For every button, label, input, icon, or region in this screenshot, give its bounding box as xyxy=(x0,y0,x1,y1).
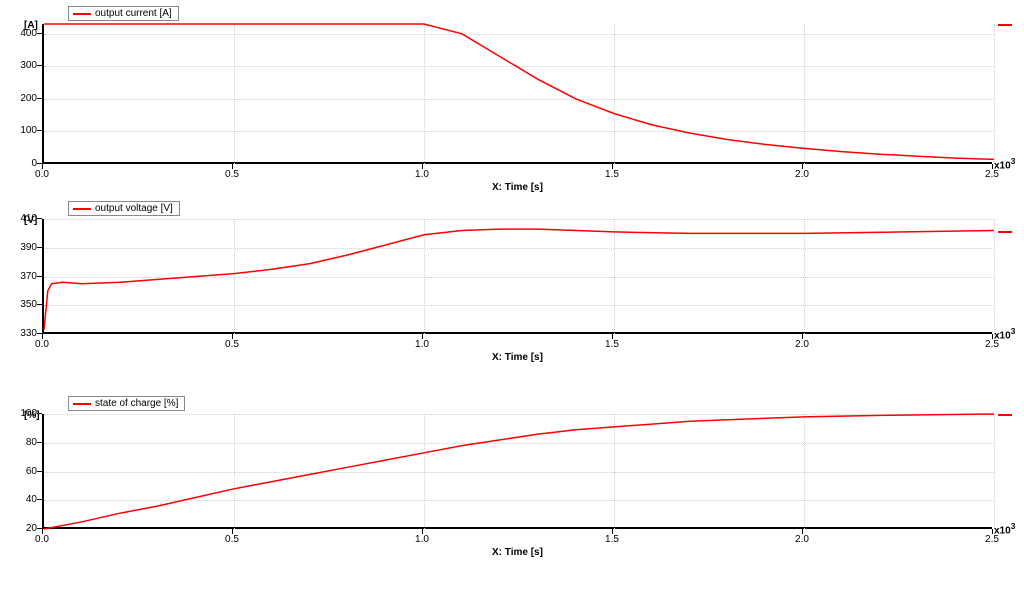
x-tick-label: 0.5 xyxy=(217,169,247,180)
x-tick-label: 0.0 xyxy=(27,169,57,180)
y-tick xyxy=(37,65,42,66)
y-tick xyxy=(37,98,42,99)
y-tick xyxy=(37,33,42,34)
trace-line xyxy=(44,414,994,529)
trace-line xyxy=(44,24,994,164)
plot-area xyxy=(42,24,992,164)
legend-swatch xyxy=(73,208,91,210)
y-tick-label: 400 xyxy=(9,28,37,39)
y-tick xyxy=(37,413,42,414)
legend-label: output current [A] xyxy=(95,8,172,19)
y-tick-label: 200 xyxy=(9,93,37,104)
legend-swatch xyxy=(73,403,91,405)
y-tick-label: 20 xyxy=(9,523,37,534)
x-axis-label: X: Time [s] xyxy=(492,352,543,363)
chart-panel-1: output voltage [V][V]3303503703904100.00… xyxy=(6,201,1006,396)
legend-swatch xyxy=(73,13,91,15)
gridline-v xyxy=(994,414,995,529)
y-tick-label: 40 xyxy=(9,494,37,505)
y-tick xyxy=(37,276,42,277)
y-tick-label: 80 xyxy=(9,437,37,448)
right-indicator xyxy=(998,414,1012,416)
y-tick xyxy=(37,304,42,305)
x-axis-label: X: Time [s] xyxy=(492,547,543,558)
legend-box: output voltage [V] xyxy=(68,201,180,216)
x-tick-label: 1.0 xyxy=(407,169,437,180)
x-tick-label: 1.0 xyxy=(407,534,437,545)
y-tick xyxy=(37,499,42,500)
legend-label: state of charge [%] xyxy=(95,398,178,409)
right-indicator xyxy=(998,24,1012,26)
right-indicator xyxy=(998,231,1012,233)
x-tick-label: 1.5 xyxy=(597,534,627,545)
legend-label: output voltage [V] xyxy=(95,203,173,214)
y-tick-label: 100 xyxy=(9,125,37,136)
plot-area xyxy=(42,414,992,529)
y-tick xyxy=(37,218,42,219)
x-tick-label: 2.0 xyxy=(787,534,817,545)
x-tick-label: 1.0 xyxy=(407,339,437,350)
y-tick-label: 350 xyxy=(9,299,37,310)
y-tick-label: 370 xyxy=(9,271,37,282)
x-tick-label: 2.0 xyxy=(787,169,817,180)
gridline-v xyxy=(994,24,995,164)
x-multiplier: x103 xyxy=(994,326,1015,341)
y-tick-label: 100 xyxy=(9,408,37,419)
legend-box: output current [A] xyxy=(68,6,179,21)
x-tick-label: 2.0 xyxy=(787,339,817,350)
plot-area xyxy=(42,219,992,334)
trace-line xyxy=(44,219,994,334)
x-tick-label: 0.0 xyxy=(27,339,57,350)
x-multiplier: x103 xyxy=(994,156,1015,171)
chart-container: output current [A][A]01002003004000.00.5… xyxy=(0,0,1024,601)
y-tick-label: 410 xyxy=(9,213,37,224)
y-tick-label: 300 xyxy=(9,60,37,71)
y-tick-label: 390 xyxy=(9,242,37,253)
chart-panel-2: state of charge [%][%]204060801000.00.51… xyxy=(6,396,1006,591)
x-multiplier: x103 xyxy=(994,521,1015,536)
x-tick-label: 0.0 xyxy=(27,534,57,545)
x-axis-label: X: Time [s] xyxy=(492,182,543,193)
x-tick-label: 0.5 xyxy=(217,534,247,545)
y-tick xyxy=(37,247,42,248)
chart-panel-0: output current [A][A]01002003004000.00.5… xyxy=(6,6,1006,201)
x-tick-label: 1.5 xyxy=(597,339,627,350)
x-tick-label: 1.5 xyxy=(597,169,627,180)
y-tick-label: 330 xyxy=(9,328,37,339)
y-tick xyxy=(37,130,42,131)
y-tick xyxy=(37,442,42,443)
y-tick xyxy=(37,471,42,472)
gridline-v xyxy=(994,219,995,334)
y-tick-label: 60 xyxy=(9,466,37,477)
y-tick-label: 0 xyxy=(9,158,37,169)
legend-box: state of charge [%] xyxy=(68,396,185,411)
x-tick-label: 0.5 xyxy=(217,339,247,350)
